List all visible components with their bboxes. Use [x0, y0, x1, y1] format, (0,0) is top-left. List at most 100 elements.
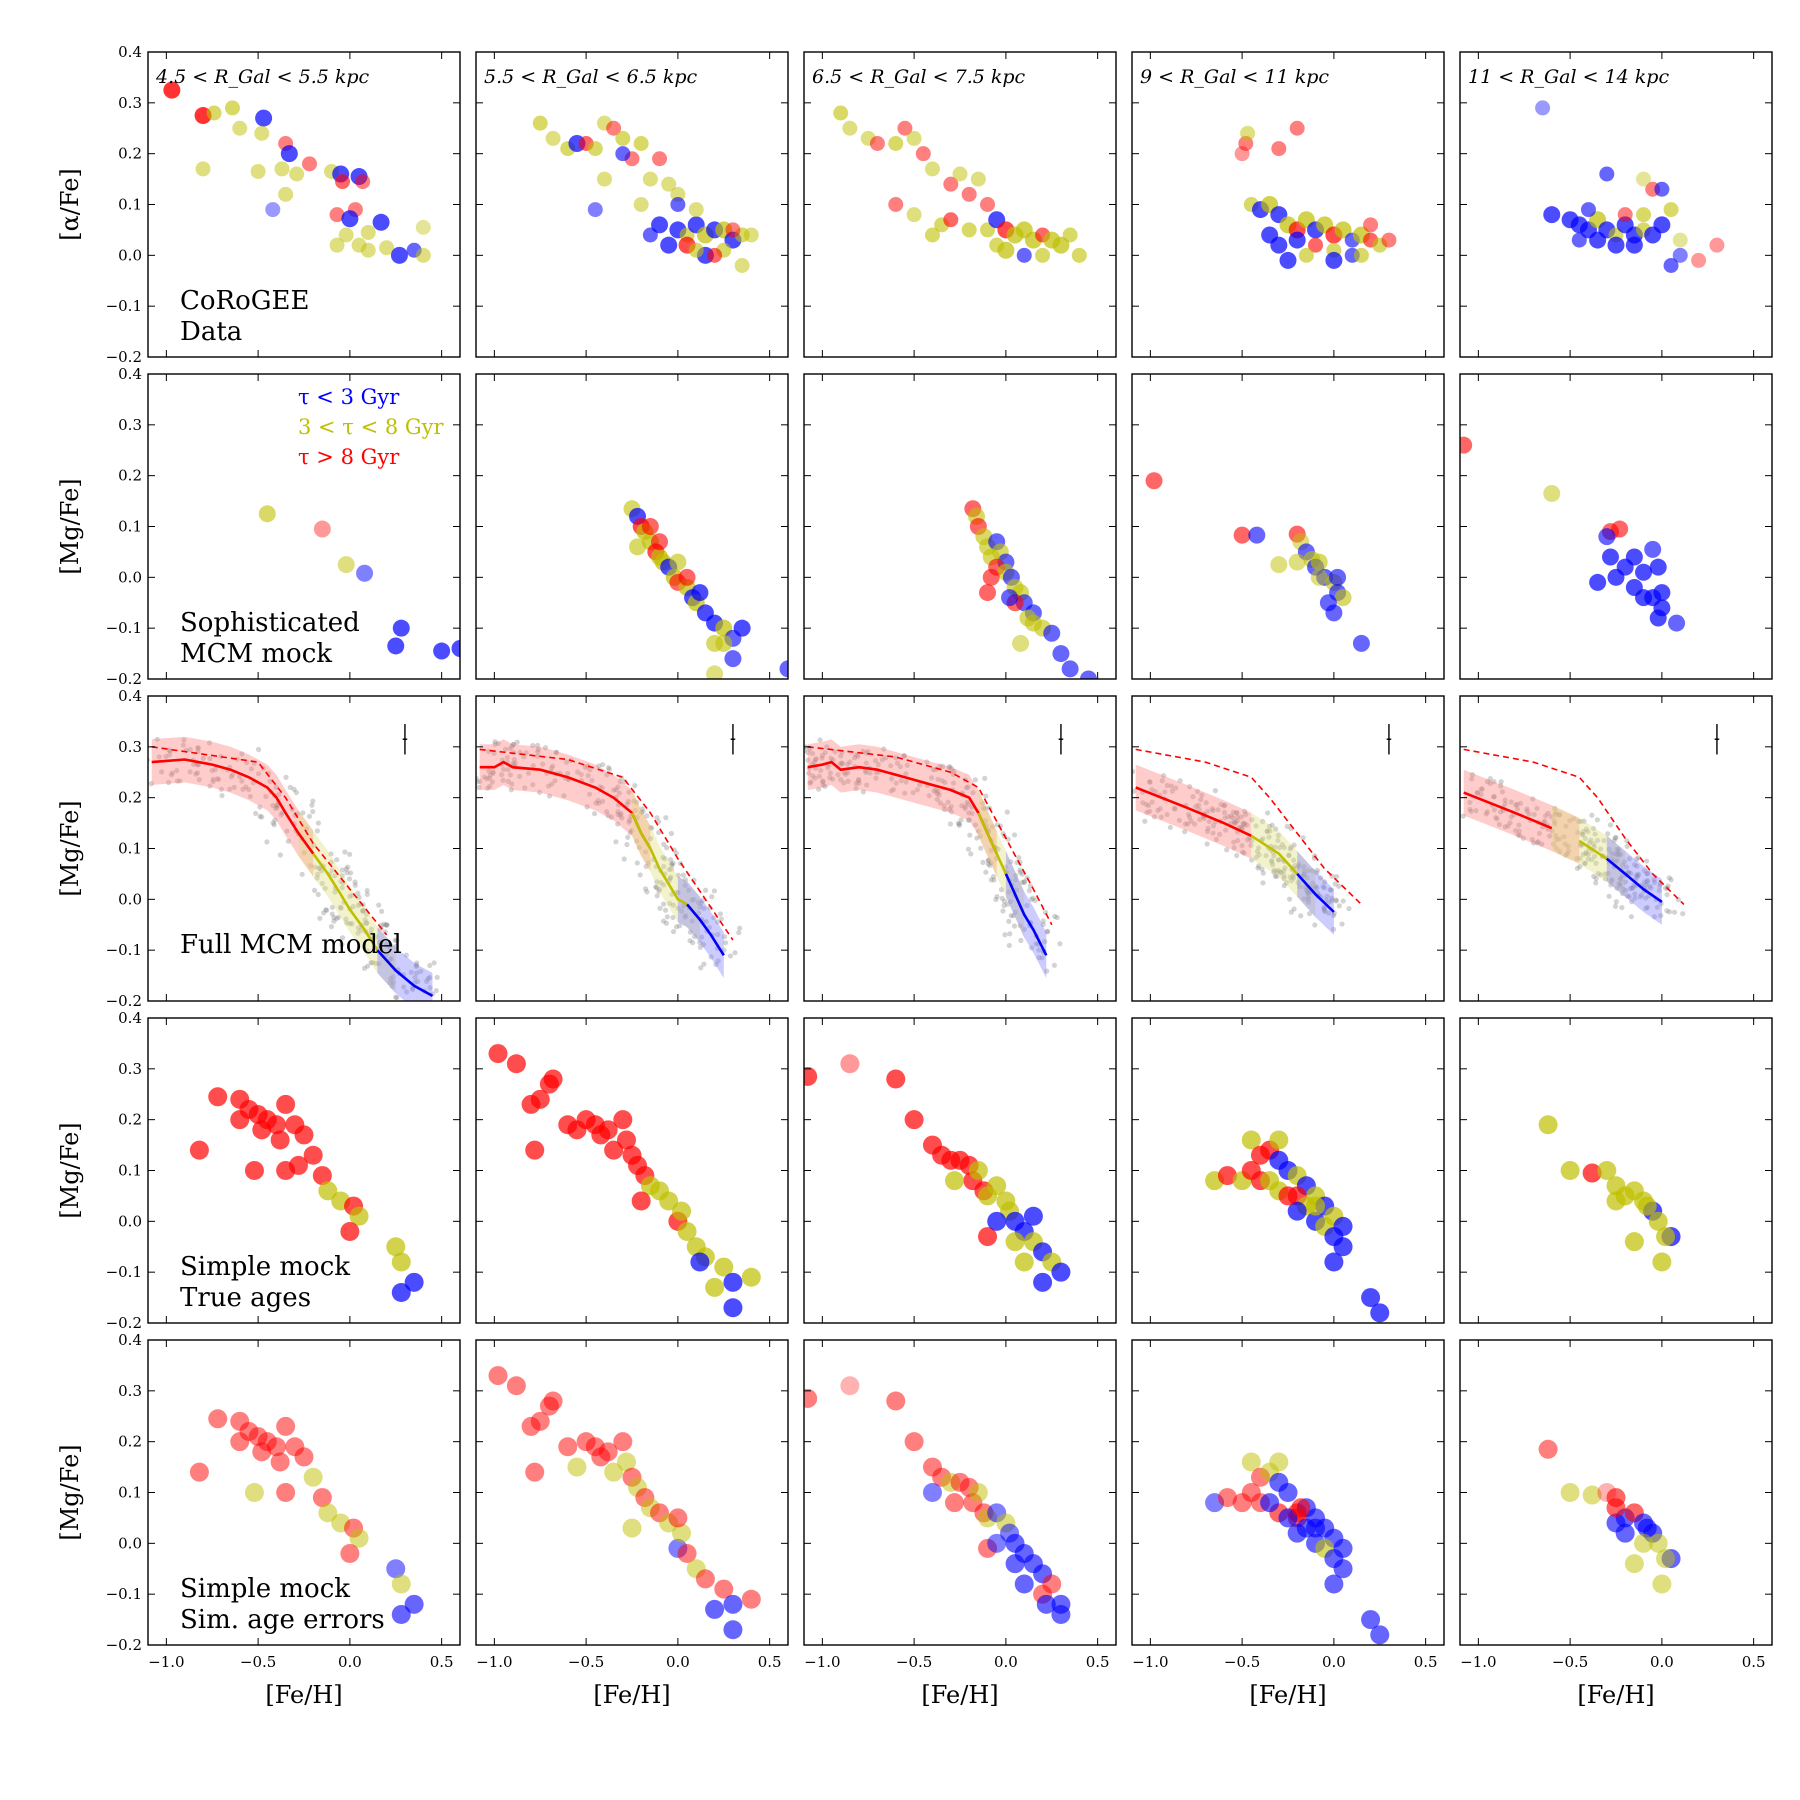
model-cloud-point	[1494, 816, 1500, 822]
model-cloud-point	[1194, 788, 1201, 795]
data-point	[1334, 589, 1352, 607]
panel-plot-area	[833, 105, 1087, 263]
model-cloud-point	[382, 929, 388, 935]
data-point	[288, 1155, 308, 1175]
data-point	[672, 1523, 692, 1543]
model-cloud-point	[1192, 821, 1198, 827]
model-cloud-point	[627, 829, 633, 836]
model-cloud-point	[956, 821, 963, 827]
model-cloud-point	[307, 863, 314, 869]
model-cloud-point	[347, 851, 353, 857]
x-tick-label: 0.0	[1650, 1653, 1674, 1671]
model-cloud-point	[661, 841, 667, 847]
model-cloud-point	[381, 921, 387, 927]
model-cloud-point	[1583, 850, 1589, 857]
data-point	[530, 1411, 550, 1431]
data-point	[303, 1467, 323, 1487]
model-cloud-point	[1019, 879, 1025, 886]
model-cloud-point	[491, 750, 497, 756]
model-cloud-point	[702, 887, 709, 893]
model-cloud-point	[1304, 887, 1310, 893]
model-cloud-point	[1008, 898, 1014, 905]
model-cloud-point	[427, 985, 433, 991]
model-cloud-point	[708, 954, 714, 960]
model-cloud-point	[481, 774, 487, 780]
model-cloud-point	[383, 952, 389, 958]
model-cloud-point	[819, 752, 826, 759]
model-cloud-point	[649, 825, 655, 831]
data-point	[391, 1574, 411, 1594]
model-cloud-point	[347, 921, 353, 927]
model-cloud-point	[1320, 883, 1326, 890]
model-cloud-point	[654, 879, 660, 885]
model-cloud-point	[950, 771, 956, 777]
data-point	[1071, 247, 1087, 263]
model-cloud-point	[1054, 914, 1060, 921]
model-cloud-point	[1483, 811, 1489, 817]
model-cloud-point	[1266, 823, 1273, 830]
data-point	[1606, 1498, 1626, 1518]
model-cloud-point	[1012, 909, 1018, 915]
model-cloud-point	[530, 782, 536, 788]
model-cloud-point	[1615, 848, 1621, 855]
model-cloud-point	[377, 939, 383, 945]
model-band	[377, 927, 433, 1001]
model-cloud-point	[1629, 885, 1635, 891]
model-cloud-point	[596, 763, 602, 769]
model-cloud-point	[701, 905, 707, 912]
model-cloud-point	[931, 788, 937, 794]
model-cloud-point	[1263, 853, 1269, 859]
data-point	[1278, 1483, 1298, 1502]
model-cloud-point	[1567, 818, 1573, 824]
model-cloud-point	[819, 755, 825, 761]
row-annotation-line2: Sim. age errors	[180, 1605, 385, 1635]
model-cloud-point	[332, 889, 338, 895]
data-point	[741, 1267, 761, 1287]
model-cloud-point	[1557, 811, 1563, 818]
model-cloud-point	[195, 745, 202, 751]
panel-frame	[803, 373, 1117, 680]
data-point	[1625, 236, 1643, 254]
model-cloud-point	[988, 847, 994, 854]
data-point	[1052, 645, 1070, 663]
x-axis-label: [Fe/H]	[593, 1681, 670, 1709]
model-cloud-point	[599, 798, 606, 805]
model-cloud-point	[362, 917, 368, 923]
model-cloud-point	[492, 739, 498, 745]
model-cloud-point	[1231, 839, 1237, 845]
model-cloud-point	[490, 769, 496, 775]
data-point	[379, 240, 395, 256]
model-cloud-point	[653, 884, 660, 891]
model-cloud-point	[1291, 875, 1297, 881]
model-cloud-point	[964, 799, 970, 805]
model-cloud-point	[941, 803, 947, 809]
model-cloud-point	[1028, 896, 1034, 902]
model-cloud-point	[1657, 883, 1663, 889]
model-cloud-point	[263, 793, 269, 800]
model-cloud-point	[1627, 885, 1634, 892]
model-cloud-point	[1000, 908, 1006, 914]
model-cloud-point	[1332, 881, 1338, 887]
model-cloud-point	[1651, 914, 1658, 920]
data-point	[677, 1544, 697, 1563]
model-cloud-point	[1575, 829, 1581, 835]
model-cloud-point	[663, 920, 669, 926]
data-point	[276, 1416, 296, 1436]
data-point	[987, 1211, 1007, 1231]
model-cloud-point	[207, 783, 213, 789]
model-cloud-point	[384, 922, 390, 928]
y-tick-label: 0.1	[118, 1484, 142, 1502]
model-cloud-point	[440, 1007, 445, 1012]
model-cloud-point	[312, 887, 318, 893]
model-cloud-point	[661, 863, 667, 870]
model-cloud-point	[1336, 903, 1342, 909]
model-cloud-point	[1287, 846, 1293, 852]
model-cloud-point	[639, 806, 645, 812]
model-cloud-point	[272, 817, 278, 823]
model-cloud-point	[1238, 824, 1245, 831]
model-cloud-point	[613, 787, 619, 793]
model-cloud-point	[1333, 898, 1339, 904]
model-cloud-point	[1613, 899, 1619, 905]
model-cloud-point	[934, 790, 940, 797]
model-cloud-point	[390, 974, 396, 980]
